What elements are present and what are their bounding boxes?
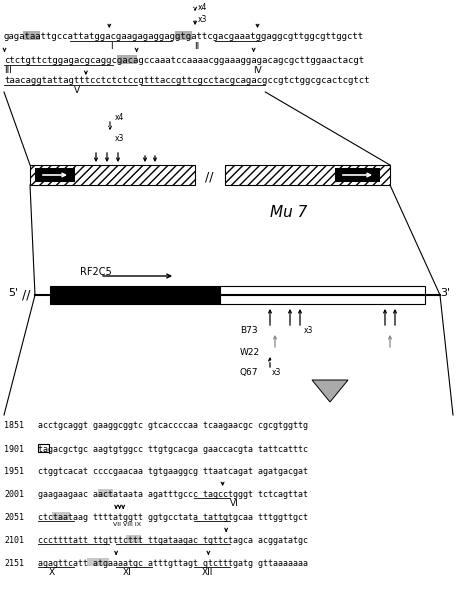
Text: ctctgttctggagacgcaggcgacagccaaatccaaaacggaaaggagacagcgcttggaactacgt: ctctgttctggagacgcaggcgacagccaaatccaaaacg… bbox=[4, 56, 364, 65]
Text: tagacgctgc aagtgtggcc ttgtgcacga gaaccacgta tattcatttc: tagacgctgc aagtgtggcc ttgtgcacga gaaccac… bbox=[38, 445, 308, 454]
Text: 5': 5' bbox=[8, 288, 18, 298]
Text: x3: x3 bbox=[115, 134, 124, 143]
Text: II: II bbox=[194, 42, 199, 51]
Bar bbox=[220, 286, 425, 304]
Bar bbox=[87, 558, 110, 566]
Text: RF2C5: RF2C5 bbox=[80, 267, 112, 277]
Text: ctggtcacat ccccgaacaa tgtgaaggcg ttaatcagat agatgacgat: ctggtcacat ccccgaacaa tgtgaaggcg ttaatca… bbox=[38, 467, 308, 476]
Text: IV: IV bbox=[254, 66, 262, 75]
Text: x4: x4 bbox=[115, 113, 124, 122]
Bar bbox=[50, 286, 220, 304]
Bar bbox=[23, 31, 40, 40]
Bar bbox=[98, 489, 113, 497]
Text: 2001: 2001 bbox=[4, 490, 24, 499]
Text: Q67: Q67 bbox=[240, 368, 259, 377]
Bar bbox=[335, 168, 380, 182]
Text: VI: VI bbox=[230, 499, 239, 508]
Bar bbox=[52, 512, 70, 520]
Text: gagataattgccattatggacgaagagaggaggtgattcgacgaaatggaggcgttggcgttggctt: gagataattgccattatggacgaagagaggaggtgattcg… bbox=[4, 32, 364, 41]
Bar bbox=[175, 31, 191, 40]
Text: 1901: 1901 bbox=[4, 445, 24, 454]
Bar bbox=[117, 55, 137, 64]
Text: W22: W22 bbox=[240, 348, 260, 357]
Text: 2151: 2151 bbox=[4, 559, 24, 568]
Text: taacaggtattagtttcctctctccgtttaccgttcgcctacgcagacgccgtctggcgcactcgtct: taacaggtattagtttcctctctccgtttaccgttcgcct… bbox=[4, 76, 370, 85]
Text: 3': 3' bbox=[440, 288, 450, 298]
Text: 1951: 1951 bbox=[4, 467, 24, 476]
Text: x3: x3 bbox=[198, 15, 207, 24]
Bar bbox=[225, 165, 390, 185]
Text: x4: x4 bbox=[198, 3, 207, 12]
Bar bbox=[30, 165, 195, 185]
Text: //: // bbox=[205, 170, 213, 183]
Bar bbox=[35, 168, 75, 182]
Text: ctctaataag ttttatggtt ggtgcctata tattgtgcaa tttggttgct: ctctaataag ttttatggtt ggtgcctata tattgtg… bbox=[38, 513, 308, 522]
Text: XII: XII bbox=[201, 569, 213, 577]
Bar bbox=[37, 444, 49, 453]
Text: //: // bbox=[22, 289, 31, 302]
Text: VII VIII IX: VII VIII IX bbox=[112, 522, 141, 528]
Text: agagttcatt atgaaaatgc atttgttagt gtctttgatg gttaaaaaaa: agagttcatt atgaaaatgc atttgttagt gtctttg… bbox=[38, 559, 308, 568]
Text: cccttttatt ttgtttcttt ttgataagac tgttctagca acggatatgc: cccttttatt ttgtttcttt ttgataagac tgttcta… bbox=[38, 536, 308, 545]
Bar bbox=[126, 535, 142, 543]
Text: x3: x3 bbox=[272, 368, 282, 377]
Text: XI: XI bbox=[123, 569, 132, 577]
Text: III: III bbox=[4, 66, 12, 75]
Text: I: I bbox=[110, 42, 113, 51]
Text: 2051: 2051 bbox=[4, 513, 24, 522]
Text: 2101: 2101 bbox=[4, 536, 24, 545]
Text: Mu 7: Mu 7 bbox=[270, 205, 308, 220]
Text: gaagaagaac aactataata agatttgccc tagcctgggt tctcagttat: gaagaagaac aactataata agatttgccc tagcctg… bbox=[38, 490, 308, 499]
Text: 1851: 1851 bbox=[4, 421, 24, 430]
Text: x3: x3 bbox=[304, 326, 314, 335]
Text: V: V bbox=[74, 86, 80, 95]
Text: acctgcaggt gaaggcggtc gtcaccccaa tcaagaacgc cgcgtggttg: acctgcaggt gaaggcggtc gtcaccccaa tcaagaa… bbox=[38, 421, 308, 430]
Text: X: X bbox=[48, 569, 55, 577]
Polygon shape bbox=[312, 380, 348, 402]
Text: B73: B73 bbox=[240, 326, 258, 335]
